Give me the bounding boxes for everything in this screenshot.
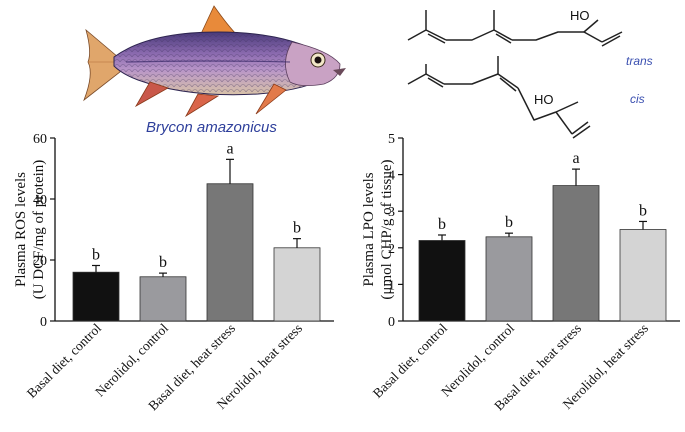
chart2-bar [552, 185, 600, 322]
chart2-y-tick-label: 3 [388, 205, 395, 220]
chart1-y-tick-label: 0 [40, 315, 47, 330]
chart2-y-tick-label: 4 [388, 169, 395, 184]
trans-hydroxyl-label: HO [570, 8, 590, 23]
nerolidol-structure-diagram [407, 10, 623, 139]
chart1-y-axis-title: Plasma ROS levels [13, 172, 29, 287]
chart2-y-axis-title: Plasma LPO levels [361, 172, 377, 286]
chart1-significance-letter: b [92, 246, 100, 263]
chart2-bar [418, 240, 466, 322]
species-caption: Brycon amazonicus [146, 119, 277, 136]
chart1-bar [273, 247, 321, 322]
chart2-significance-letter: b [639, 202, 647, 219]
chart1-bar [139, 276, 187, 322]
chart1-bar [206, 183, 254, 322]
chart1-y-tick-label: 60 [33, 132, 47, 147]
fish-illustration-icon [83, 5, 346, 118]
chart2-bar [485, 236, 533, 322]
chart1-y-axis-units: (U DCF/mg of protein) [31, 160, 47, 300]
chart2-y-tick-label: 5 [388, 132, 395, 147]
chart2-bar [619, 229, 667, 322]
chart2-significance-letter: b [505, 214, 513, 231]
chart1-y-tick-label: 40 [33, 193, 47, 208]
chart1-bar [72, 271, 120, 322]
chart2-significance-letter: b [438, 216, 446, 233]
cis-isomer-label: cis [630, 92, 645, 106]
chart1-y-tick-label: 20 [33, 254, 47, 269]
chart2-y-tick-label: 0 [388, 315, 395, 330]
chart1-significance-letter: a [226, 140, 233, 157]
chart2-y-tick-label: 2 [388, 242, 395, 257]
chart2-y-tick-label: 1 [388, 278, 395, 293]
chart1-significance-letter: b [159, 254, 167, 271]
chart1-significance-letter: b [293, 220, 301, 237]
chart2-significance-letter: a [572, 150, 579, 167]
cis-hydroxyl-label: HO [534, 92, 554, 107]
chart2-y-axis-units: (μmol CHP/g of tissue) [379, 159, 395, 299]
trans-isomer-label: trans [626, 54, 653, 68]
